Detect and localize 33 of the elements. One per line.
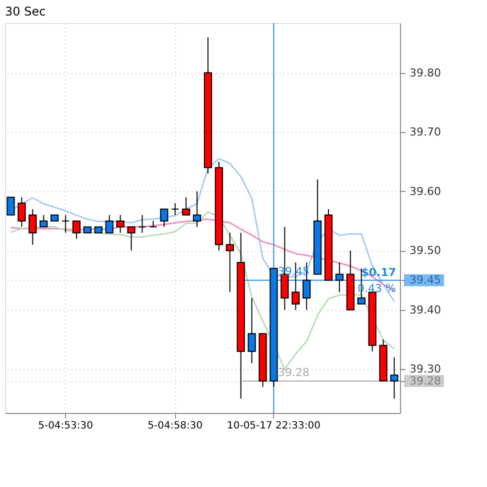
candlestick — [149, 220, 158, 228]
candlestick — [248, 298, 256, 364]
candlestick — [335, 262, 344, 293]
chart-title: 30 Sec — [5, 4, 46, 18]
candlestick — [127, 226, 136, 252]
candlestick — [192, 190, 202, 228]
y-tick-label: 39.60 — [410, 184, 441, 198]
candlestick — [226, 232, 234, 293]
candlestick — [6, 196, 15, 216]
candlestick — [105, 214, 114, 234]
candlestick — [171, 202, 180, 216]
candlestick — [182, 196, 190, 216]
annotation: $0.17 — [361, 266, 396, 280]
y-tick-label: 39.80 — [410, 66, 441, 80]
y-tick-label: 39.45 — [410, 274, 441, 287]
candlestick — [18, 196, 26, 228]
y-tick-label: 39.30 — [410, 362, 441, 376]
candlestick — [116, 214, 124, 234]
candlestick — [160, 208, 168, 228]
candlestick — [72, 220, 81, 240]
ref-line-label: 39.28 — [278, 366, 310, 379]
candlestick — [28, 208, 37, 246]
y-tick-label: 39.70 — [410, 126, 441, 139]
x-tick-label: 5-04:53:30 — [38, 420, 93, 432]
candlestick — [390, 356, 398, 400]
x-tick-label: 5-04:58:30 — [148, 420, 203, 432]
y-tick-label: 39.50 — [410, 244, 441, 258]
candlestick — [61, 214, 70, 234]
candlestick — [138, 214, 146, 234]
y-tick-label: 39.40 — [410, 303, 441, 316]
candlestick — [40, 214, 48, 228]
y-tick-label: 39.28 — [410, 374, 441, 388]
x-tick-label: 10-05-17 22:33:00 — [226, 420, 320, 432]
